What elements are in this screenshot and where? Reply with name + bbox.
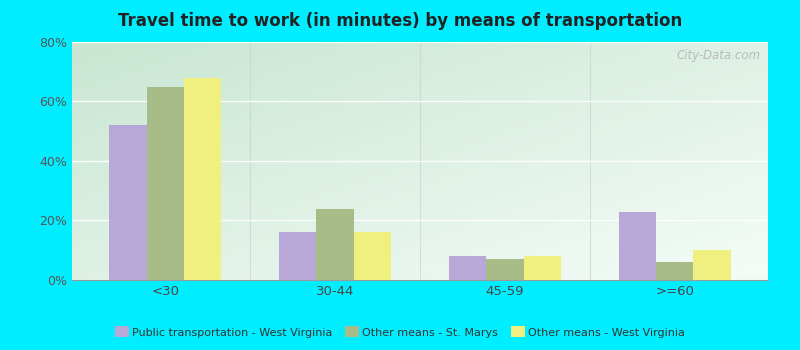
Text: Travel time to work (in minutes) by means of transportation: Travel time to work (in minutes) by mean… <box>118 12 682 30</box>
Bar <box>694 250 730 280</box>
Bar <box>317 209 354 280</box>
Bar <box>449 256 486 280</box>
Bar <box>523 256 561 280</box>
Bar <box>146 86 184 280</box>
Bar <box>110 125 146 280</box>
Bar <box>486 259 523 280</box>
Bar <box>354 232 391 280</box>
Bar <box>279 232 317 280</box>
Text: City-Data.com: City-Data.com <box>677 49 761 62</box>
Bar <box>184 78 222 280</box>
Legend: Public transportation - West Virginia, Other means - St. Marys, Other means - We: Public transportation - West Virginia, O… <box>110 324 690 343</box>
Bar <box>618 211 656 280</box>
Bar <box>656 262 694 280</box>
